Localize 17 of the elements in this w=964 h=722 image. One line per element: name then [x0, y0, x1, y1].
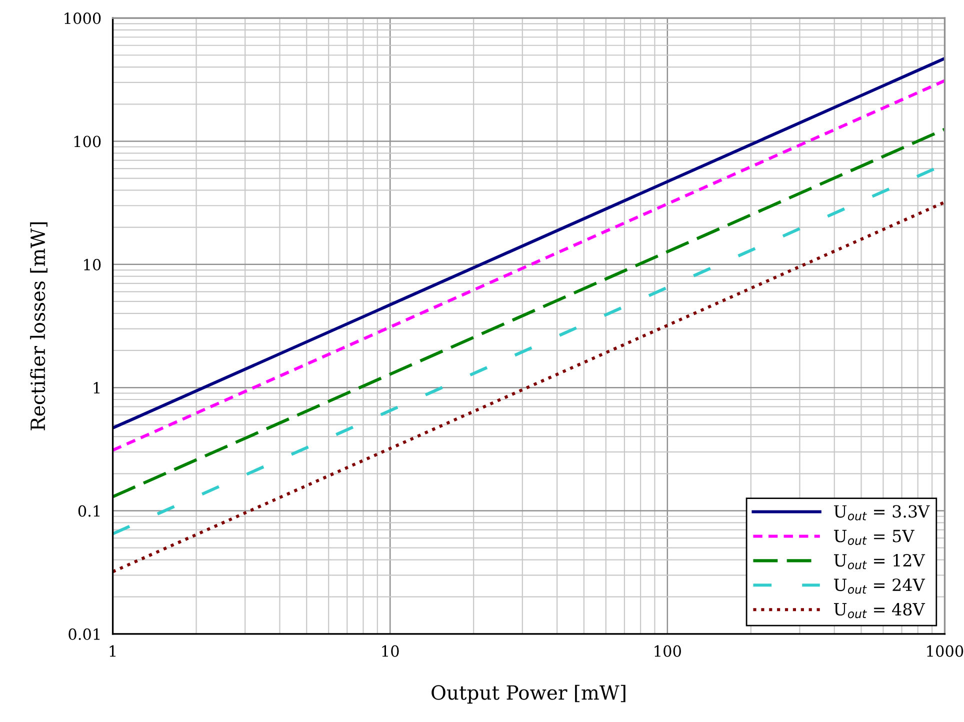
legend-label: U$_{out}$ = 5V [834, 530, 914, 545]
legend-label: U$_{out}$ = 12V [834, 554, 926, 570]
y-tick-label: 1000 [64, 12, 101, 24]
y-tick-label: 0.01 [68, 628, 100, 640]
x-tick-label: 10 [382, 645, 399, 657]
y-tick-label: 10 [84, 258, 101, 270]
legend-label: U$_{out}$ = 48V [834, 602, 926, 618]
x-axis-title: Output Power [mW] [432, 684, 626, 704]
x-tick-label: 1 [110, 645, 116, 657]
y-tick-label: 0.1 [78, 505, 100, 517]
x-tick-label: 100 [654, 645, 681, 657]
y-tick-label: 1 [94, 382, 100, 394]
legend-label: U$_{out}$ = 24V [834, 578, 926, 594]
x-tick-label: 1000 [927, 645, 964, 657]
y-tick-label: 100 [74, 136, 101, 148]
legend-label: U$_{out}$ = 3.3V [834, 505, 930, 520]
y-axis-title: Rectifier losses [mW] [30, 222, 48, 430]
